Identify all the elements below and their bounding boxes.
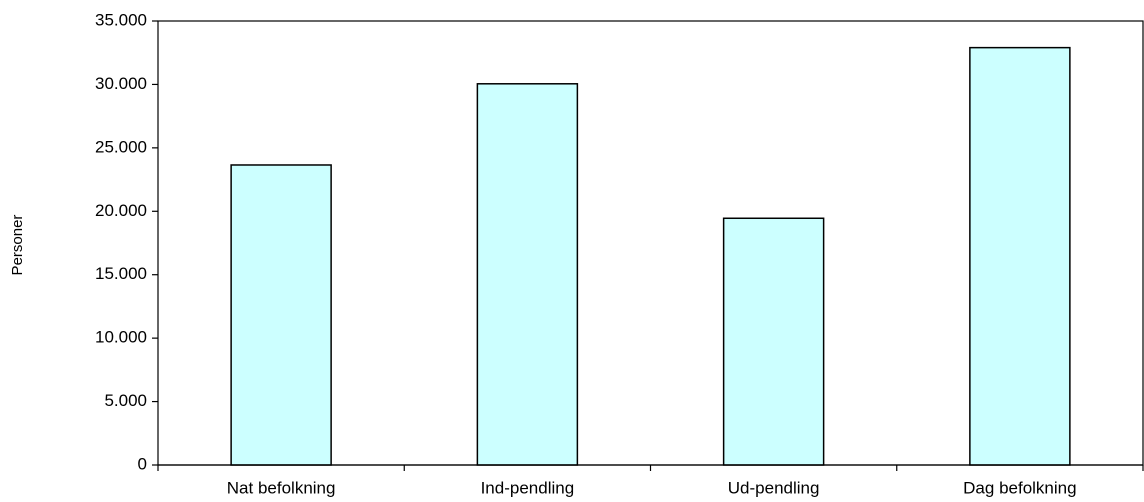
y-tick-label: 0 [138,454,147,473]
x-category-label: Ud-pendling [728,478,820,497]
x-category-label: Nat befolkning [227,478,336,497]
y-tick-label: 30.000 [95,74,147,93]
y-axis-title: Personer [9,215,26,276]
plot-area: 0 5.000 10.000 15.000 20.000 25.000 30.000 35.0… [95,10,1144,497]
y-tick-label: 35.000 [95,10,147,29]
x-category-label: Ind-pendling [481,478,575,497]
y-tick-label: 20.000 [95,201,147,220]
x-category-label: Dag befolkning [963,478,1076,497]
bar [969,46,1071,466]
bar [476,83,579,466]
bar [230,164,332,466]
y-tick-label: 15.000 [95,264,147,283]
y-tick-label: 25.000 [95,137,147,156]
y-tick-label: 10.000 [95,328,147,347]
bar [722,217,825,466]
y-tick-label: 5.000 [104,391,147,410]
